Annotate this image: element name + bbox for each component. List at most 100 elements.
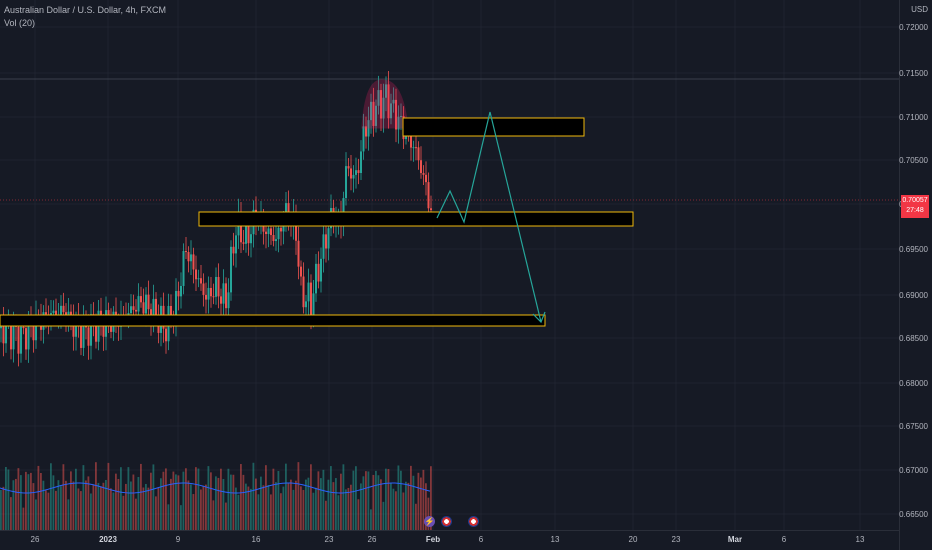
volume-bar — [50, 463, 52, 530]
volume-bar — [295, 480, 297, 530]
candle-body — [190, 254, 192, 262]
candle-body — [410, 131, 412, 148]
volume-bar — [352, 470, 355, 530]
candle-body — [360, 151, 362, 174]
volume-bar — [422, 469, 425, 530]
volume-bar — [110, 488, 112, 530]
volume-bar — [312, 492, 315, 530]
price-tick-label: 0.67500 — [899, 422, 928, 431]
candle-body — [197, 278, 200, 280]
volume-bar — [300, 486, 302, 530]
volume-bar — [260, 476, 262, 530]
volume-bar — [87, 476, 90, 530]
volume-bar — [267, 485, 270, 530]
symbol-title[interactable]: Australian Dollar / U.S. Dollar, 4h, FXC… — [4, 5, 167, 15]
volume-bar — [12, 480, 15, 530]
candle-body — [400, 115, 402, 117]
projection-path — [436, 111, 542, 323]
volume-bar — [412, 475, 415, 530]
volume-bar — [375, 470, 377, 530]
volume-bar — [5, 467, 7, 530]
volume-bar — [270, 494, 272, 530]
candle-body — [245, 223, 247, 244]
candle-body — [212, 296, 215, 298]
candle-body — [210, 287, 212, 297]
candle-body — [225, 283, 227, 309]
candle-body — [137, 296, 140, 312]
volume-ma-line — [0, 482, 431, 494]
volume-bar — [170, 478, 172, 530]
volume-bar — [320, 478, 322, 530]
volume-bar — [92, 484, 95, 530]
volume-bar — [175, 474, 177, 530]
volume-bar — [257, 494, 260, 530]
price-tick-label: 0.67000 — [899, 466, 928, 475]
candle-body — [417, 147, 420, 161]
volume-indicator-label[interactable]: Vol (20) — [4, 18, 36, 28]
candle-body — [17, 326, 20, 354]
candle-body — [180, 285, 182, 297]
candle-body — [215, 276, 217, 297]
candle-body — [265, 231, 267, 235]
candle-body — [25, 328, 27, 350]
candle-body — [82, 319, 85, 348]
volume-bar — [30, 472, 32, 530]
volume-bar — [10, 497, 12, 530]
candle-body — [380, 90, 382, 119]
volume-bar — [180, 505, 182, 530]
candle-body — [297, 240, 300, 267]
time-tick-label: 16 — [251, 535, 261, 544]
volume-bar — [372, 474, 375, 530]
volume-bar — [212, 500, 215, 530]
candle-body — [145, 294, 147, 314]
volume-bar — [72, 481, 75, 530]
price-tick-label: 0.71500 — [899, 69, 928, 78]
price-tick-label: 0.66500 — [899, 510, 928, 519]
candle-body — [2, 321, 5, 344]
current-price-value: 0.70057 — [902, 197, 928, 204]
candle-body — [397, 116, 400, 130]
candle-body — [27, 319, 30, 350]
candle-body — [377, 90, 380, 106]
candle-body — [220, 296, 222, 304]
volume-bar — [135, 498, 137, 530]
candle-body — [75, 317, 77, 337]
volume-bar — [350, 484, 352, 530]
volume-bar — [182, 471, 185, 530]
candle-body — [235, 235, 237, 254]
time-tick-label: 2023 — [99, 535, 117, 544]
volume-bar — [147, 487, 150, 530]
volume-bar — [250, 488, 252, 530]
candle-body — [427, 182, 430, 209]
us-flag-icon[interactable] — [441, 516, 452, 527]
volume-bar — [20, 475, 22, 530]
volume-bar — [225, 502, 227, 530]
volume-bar — [355, 466, 357, 530]
volume-bar — [415, 503, 417, 530]
volume-bar — [115, 473, 117, 530]
volume-bar — [315, 487, 317, 530]
volume-bar — [27, 474, 30, 530]
price-tick-label: 0.68500 — [899, 334, 928, 343]
bolt-icon[interactable]: ⚡ — [424, 516, 435, 527]
volume-bar — [395, 491, 397, 530]
volume-bar — [222, 478, 225, 530]
volume-bar — [232, 474, 235, 530]
candle-body — [140, 296, 142, 303]
us-flag-icon[interactable] — [468, 516, 479, 527]
volume-bar — [292, 489, 295, 530]
volume-bar — [165, 468, 167, 530]
volume-bar — [55, 490, 57, 530]
candle-body — [272, 235, 275, 242]
volume-bar — [340, 473, 342, 530]
candle-body — [425, 174, 427, 183]
volume-bar — [227, 468, 230, 530]
candle-body — [177, 290, 180, 297]
candle-body — [342, 197, 345, 225]
candle-body — [10, 323, 12, 350]
volume-bar — [200, 489, 202, 530]
volume-bar — [365, 471, 367, 530]
candle-body — [372, 101, 375, 126]
candle-body — [90, 314, 92, 346]
